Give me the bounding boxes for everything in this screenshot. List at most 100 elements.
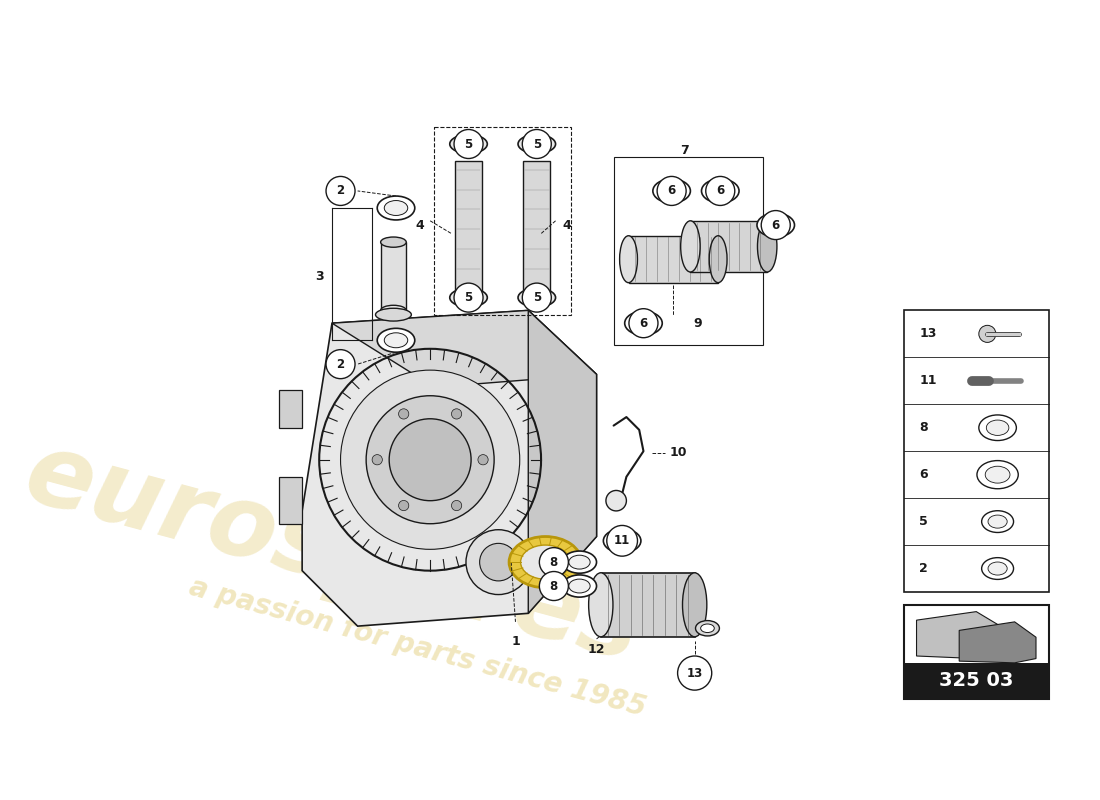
Circle shape	[372, 454, 383, 465]
Ellipse shape	[625, 311, 662, 335]
Ellipse shape	[660, 183, 683, 198]
Text: 11: 11	[614, 534, 630, 547]
Ellipse shape	[758, 221, 777, 272]
Bar	[601, 573, 695, 637]
Ellipse shape	[456, 292, 481, 303]
Circle shape	[398, 501, 409, 510]
Circle shape	[466, 530, 531, 594]
Text: 6: 6	[920, 468, 927, 481]
Ellipse shape	[377, 328, 415, 352]
Text: 10: 10	[669, 446, 686, 459]
Circle shape	[979, 326, 996, 342]
Text: eurospares: eurospares	[14, 425, 650, 682]
Ellipse shape	[619, 236, 638, 282]
Text: 3: 3	[315, 270, 323, 282]
Circle shape	[706, 177, 735, 206]
Text: 6: 6	[716, 185, 725, 198]
Ellipse shape	[701, 624, 714, 633]
Bar	[381, 242, 406, 310]
Ellipse shape	[977, 461, 1019, 489]
Circle shape	[454, 130, 483, 158]
Ellipse shape	[610, 534, 634, 548]
Circle shape	[522, 130, 551, 158]
Circle shape	[761, 210, 790, 239]
Text: 2: 2	[337, 358, 344, 370]
Circle shape	[539, 548, 569, 577]
Circle shape	[606, 490, 626, 511]
Ellipse shape	[518, 134, 556, 154]
Ellipse shape	[981, 510, 1013, 533]
Ellipse shape	[450, 134, 487, 154]
Text: 5: 5	[532, 138, 541, 150]
Text: 2: 2	[337, 185, 344, 198]
Circle shape	[341, 370, 519, 550]
Circle shape	[480, 543, 517, 581]
Text: 8: 8	[550, 556, 558, 569]
Circle shape	[607, 526, 638, 556]
Ellipse shape	[525, 138, 549, 150]
Circle shape	[629, 309, 658, 338]
Bar	[904, 663, 1048, 698]
Circle shape	[398, 409, 409, 419]
Bar	[904, 310, 1048, 592]
Ellipse shape	[588, 573, 613, 637]
Polygon shape	[302, 310, 596, 626]
Polygon shape	[959, 622, 1036, 663]
Text: 6: 6	[668, 185, 675, 198]
Text: 2: 2	[920, 562, 927, 575]
Ellipse shape	[981, 558, 1013, 579]
Bar	[455, 161, 482, 298]
Circle shape	[451, 501, 462, 510]
Ellipse shape	[684, 666, 705, 679]
Text: 325 03: 325 03	[939, 671, 1013, 690]
Bar	[434, 127, 571, 314]
Ellipse shape	[562, 551, 596, 574]
Ellipse shape	[988, 515, 1008, 528]
Ellipse shape	[381, 306, 406, 315]
Circle shape	[657, 177, 686, 206]
Ellipse shape	[631, 316, 656, 330]
Ellipse shape	[381, 237, 406, 247]
Ellipse shape	[757, 213, 794, 237]
Bar	[524, 161, 550, 298]
Text: 7: 7	[680, 144, 689, 158]
Ellipse shape	[764, 218, 788, 233]
Text: 11: 11	[920, 374, 936, 387]
Ellipse shape	[695, 621, 719, 636]
Text: 8: 8	[550, 579, 558, 593]
Ellipse shape	[375, 308, 411, 321]
Text: 4: 4	[416, 218, 425, 231]
Ellipse shape	[987, 420, 1009, 435]
Ellipse shape	[569, 579, 590, 593]
Text: 4: 4	[562, 218, 571, 231]
Text: a passion for parts since 1985: a passion for parts since 1985	[186, 573, 649, 722]
Ellipse shape	[562, 575, 596, 597]
Text: 6: 6	[639, 317, 648, 330]
Text: 13: 13	[686, 666, 703, 679]
Ellipse shape	[681, 221, 700, 272]
Ellipse shape	[653, 179, 691, 203]
Text: 1: 1	[512, 634, 520, 648]
Ellipse shape	[986, 466, 1010, 483]
Ellipse shape	[569, 555, 590, 569]
Text: 13: 13	[920, 327, 936, 340]
Polygon shape	[332, 310, 596, 387]
Ellipse shape	[679, 663, 711, 683]
Circle shape	[326, 350, 355, 378]
Text: 8: 8	[920, 422, 927, 434]
Ellipse shape	[525, 292, 549, 303]
Bar	[691, 221, 767, 272]
Circle shape	[326, 177, 355, 206]
Text: 5: 5	[532, 291, 541, 304]
Ellipse shape	[384, 333, 408, 348]
Polygon shape	[916, 612, 1002, 658]
Bar	[904, 605, 1048, 698]
Ellipse shape	[384, 201, 408, 215]
Circle shape	[454, 283, 483, 312]
Bar	[614, 157, 763, 345]
Ellipse shape	[979, 415, 1016, 441]
Circle shape	[366, 396, 494, 524]
Ellipse shape	[456, 138, 481, 150]
Polygon shape	[528, 310, 596, 614]
Ellipse shape	[509, 537, 582, 588]
